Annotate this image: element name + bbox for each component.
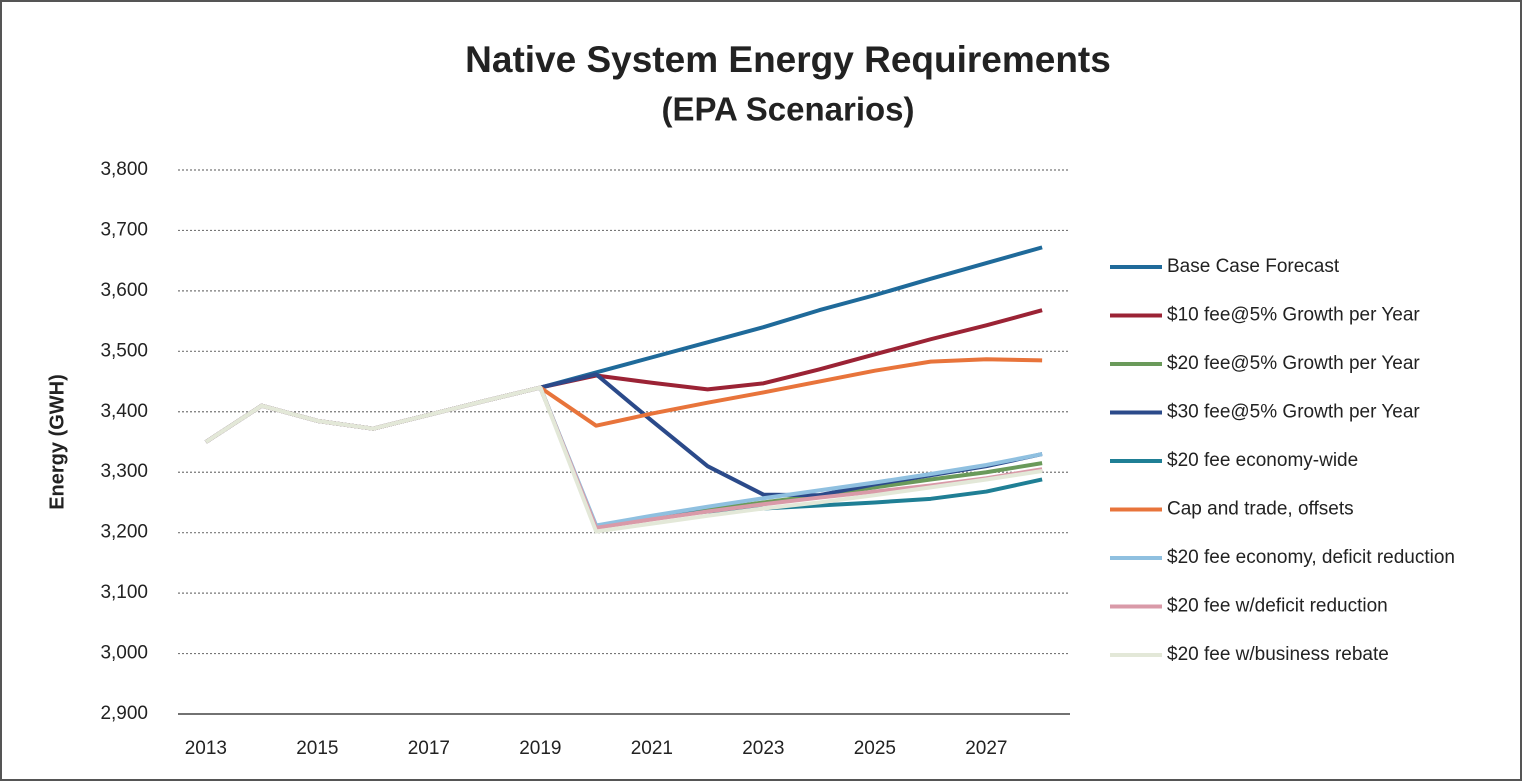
chart-title: Native System Energy Requirements bbox=[465, 39, 1111, 80]
x-tick-label: 2021 bbox=[631, 738, 673, 759]
y-tick-label: 3,700 bbox=[100, 219, 148, 240]
legend-label: Base Case Forecast bbox=[1167, 256, 1340, 277]
y-tick-label: 3,300 bbox=[100, 461, 148, 482]
x-tick-label: 2017 bbox=[408, 738, 450, 759]
y-tick-label: 3,100 bbox=[100, 582, 148, 603]
chart-subtitle: (EPA Scenarios) bbox=[661, 91, 914, 128]
x-tick-label: 2025 bbox=[854, 738, 896, 759]
legend-label: $20 fee@5% Growth per Year bbox=[1167, 353, 1420, 374]
legend-label: $20 fee economy-wide bbox=[1167, 450, 1358, 471]
x-tick-label: 2015 bbox=[296, 738, 338, 759]
legend-label: $10 fee@5% Growth per Year bbox=[1167, 305, 1420, 326]
legend-label: $20 fee w/business rebate bbox=[1167, 644, 1389, 665]
x-tick-label: 2027 bbox=[965, 738, 1007, 759]
x-tick-label: 2013 bbox=[185, 738, 227, 759]
y-tick-label: 2,900 bbox=[100, 703, 148, 724]
legend-label: $20 fee economy, deficit reduction bbox=[1167, 547, 1455, 568]
legend-label: Cap and trade, offsets bbox=[1167, 499, 1354, 520]
y-tick-label: 3,200 bbox=[100, 522, 148, 543]
x-tick-label: 2023 bbox=[742, 738, 784, 759]
y-tick-label: 3,000 bbox=[100, 643, 148, 664]
y-tick-label: 3,600 bbox=[100, 280, 148, 301]
x-tick-label: 2019 bbox=[519, 738, 561, 759]
legend-label: $30 fee@5% Growth per Year bbox=[1167, 402, 1420, 423]
y-tick-label: 3,500 bbox=[100, 340, 148, 361]
legend-label: $20 fee w/deficit reduction bbox=[1167, 596, 1388, 617]
y-axis-label: Energy (GWH) bbox=[46, 374, 68, 510]
y-tick-label: 3,800 bbox=[100, 159, 148, 180]
y-tick-label: 3,400 bbox=[100, 401, 148, 422]
series-line bbox=[204, 385, 1043, 534]
